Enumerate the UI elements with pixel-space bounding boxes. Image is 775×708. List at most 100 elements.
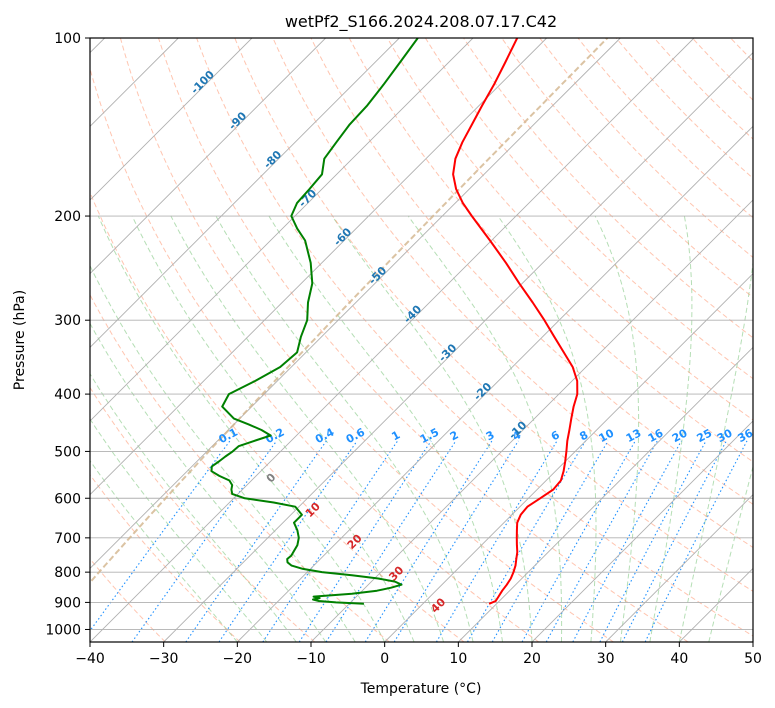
mixing-ratio-label: 30: [715, 426, 735, 445]
pressure-gridlines: [90, 38, 753, 630]
y-tick-label: 900: [54, 595, 81, 611]
moist-adiabat-line: [708, 464, 753, 642]
dry-adiabat-line: [463, 38, 753, 339]
mixing-ratio-line: [218, 440, 358, 642]
y-tick-label: 300: [54, 313, 81, 329]
dry-adiabat-line: [90, 386, 316, 642]
moist-adiabat-line: [97, 215, 386, 642]
temperature-profile: [452, 38, 579, 605]
moist-adiabats: [90, 215, 753, 642]
mixing-ratio-line: [185, 440, 327, 642]
moist-adiabat-line: [90, 322, 327, 642]
x-tick-label: 20: [523, 651, 541, 667]
isotherm-line: [90, 38, 253, 201]
isotherm-line: [90, 38, 474, 422]
mixing-ratio-line: [90, 440, 231, 632]
x-tick-label: 10: [449, 651, 467, 667]
dry-adiabat-line: [90, 293, 390, 642]
mixing-ratio-line: [491, 440, 609, 642]
x-tick-label: 50: [744, 651, 762, 667]
moist-adiabat-line: [170, 215, 445, 642]
moist-adiabat-line: [497, 215, 597, 642]
isotherm-line: [90, 38, 695, 642]
y-tick-label: 700: [54, 531, 81, 547]
isotherm-line: [90, 38, 326, 275]
mixing-ratio-line: [545, 440, 658, 642]
isotherm-line: [458, 346, 753, 642]
y-tick-label: 600: [54, 491, 81, 507]
moist-adiabat-line: [268, 215, 503, 642]
plot-background: [90, 38, 753, 642]
moist-adiabat-line: [594, 215, 640, 642]
mixing-ratio-label: 25: [695, 427, 715, 446]
mixing-ratio-line: [521, 440, 636, 642]
x-axis-ticks: −40 −30 −20 −10 0 10 20 30 40 50: [75, 642, 762, 667]
moist-adiabat-line: [678, 259, 753, 642]
dry-adiabat-line: [272, 38, 753, 548]
mixing-ratio-label: 36: [736, 426, 756, 445]
dry-adiabat-line: [90, 66, 540, 642]
isotherm-lines: [90, 38, 753, 642]
mixing-ratio-line: [467, 440, 586, 642]
isotherm-line: [90, 38, 547, 496]
dry-adiabat-line: [158, 38, 689, 642]
dry-adiabat-line: [90, 558, 166, 642]
lcl-curve: [90, 38, 609, 584]
moist-adiabat-line: [407, 215, 563, 642]
x-tick-label: −30: [149, 651, 179, 667]
isotherm-line: [531, 420, 753, 642]
lcl-curve-line: [90, 38, 609, 584]
mixing-ratio-label: 10: [597, 426, 617, 445]
isotherm-line: [605, 494, 753, 642]
moist-adiabat-line: [90, 372, 297, 642]
mixing-ratio-line: [435, 440, 558, 642]
mixing-ratio-label: 13: [624, 427, 644, 446]
isotherm-line: [90, 38, 621, 569]
x-axis-label: Temperature (°C): [360, 681, 482, 697]
moist-adiabat-line: [649, 215, 693, 642]
y-tick-label: 1000: [45, 622, 81, 638]
dry-adiabat-line: [90, 473, 241, 642]
x-tick-label: −10: [296, 651, 326, 667]
mixing-ratio-line: [262, 440, 399, 642]
chart-title: wetPf2_S166.2024.208.07.17.C42: [285, 12, 557, 32]
isotherm-line: [90, 38, 400, 348]
x-tick-label: 0: [380, 651, 389, 667]
sounding-profiles: [210, 38, 579, 605]
y-axis-label: Pressure (hPa): [12, 290, 28, 390]
dewpoint-profile: [210, 38, 419, 605]
x-tick-label: −20: [223, 651, 253, 667]
dry-adiabat-line: [119, 38, 614, 642]
mixing-ratio-label: 16: [646, 426, 666, 445]
isotherm-line: [163, 52, 753, 642]
mixing-ratio-line: [298, 440, 432, 642]
moist-adiabat-line: [131, 215, 415, 642]
isotherm-line: [384, 273, 753, 642]
moist-adiabat-line: [90, 418, 268, 642]
y-tick-label: 400: [54, 387, 81, 403]
y-tick-label: 800: [54, 565, 81, 581]
y-tick-label: 100: [54, 31, 81, 47]
isotherm-line: [310, 199, 753, 642]
y-tick-label: 200: [54, 209, 81, 225]
y-axis-ticks: 100 200 300 400 500 600 700 800 900 1000: [45, 31, 90, 638]
mixing-ratio-line: [325, 440, 457, 642]
moist-adiabat-line: [90, 264, 356, 642]
dry-adiabat-line: [234, 38, 753, 592]
dry-adiabat-line: [90, 191, 465, 642]
mixing-ratio-label: 20: [670, 426, 690, 445]
plot-area: 0.1 0.2 0.4 0.6 1 1.5 2 3 4 6 8 10 13 16 20 25 30 36-100-…: [90, 38, 756, 642]
y-tick-label: 500: [54, 444, 81, 460]
mixing-ratio-line: [644, 440, 748, 642]
x-tick-label: −40: [75, 651, 105, 667]
mixing-ratio-lines: [90, 440, 748, 642]
mixing-ratio-line: [364, 440, 493, 642]
x-tick-label: 40: [670, 651, 688, 667]
dry-adiabat-line: [424, 38, 753, 380]
moist-adiabat-line: [90, 459, 238, 642]
isotherm-line: [237, 125, 753, 642]
dry-adiabat-line: [348, 38, 753, 463]
plot-frame: [89, 37, 754, 643]
x-tick-label: 30: [597, 651, 615, 667]
